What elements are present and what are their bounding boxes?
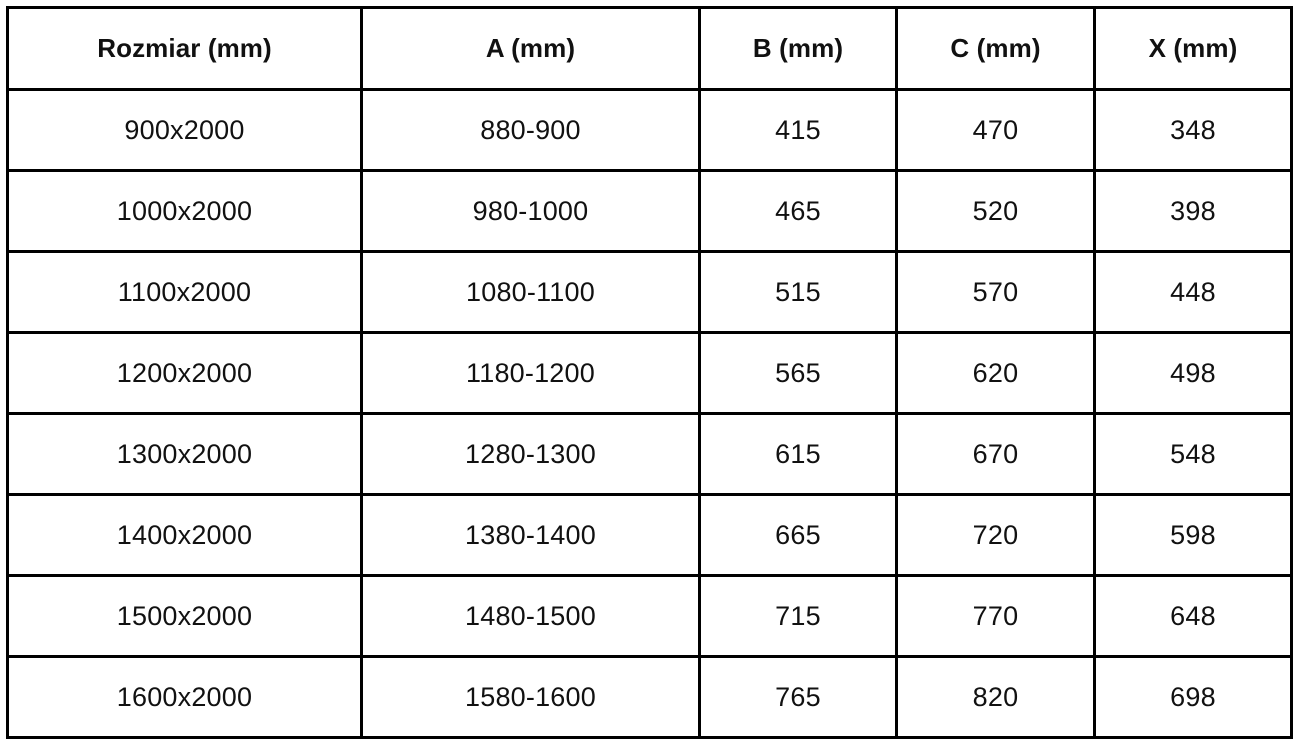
cell-x: 648 (1093, 574, 1293, 658)
table-row: 1500x2000 1480-1500 715 770 648 (6, 574, 1293, 658)
cell-a: 1280-1300 (360, 412, 701, 496)
table-row: 1400x2000 1380-1400 665 720 598 (6, 493, 1293, 577)
cell-size: 1100x2000 (6, 250, 363, 334)
cell-b: 465 (698, 169, 898, 253)
cell-a: 1580-1600 (360, 655, 701, 739)
size-specification-table: Rozmiar (mm) A (mm) B (mm) C (mm) X (mm)… (6, 6, 1293, 739)
cell-b: 565 (698, 331, 898, 415)
column-header-c: C (mm) (895, 6, 1096, 91)
cell-c: 520 (895, 169, 1096, 253)
cell-size: 900x2000 (6, 88, 363, 172)
cell-b: 515 (698, 250, 898, 334)
cell-a: 1380-1400 (360, 493, 701, 577)
cell-size: 1000x2000 (6, 169, 363, 253)
cell-size: 1200x2000 (6, 331, 363, 415)
cell-a: 1480-1500 (360, 574, 701, 658)
table-row: 1200x2000 1180-1200 565 620 498 (6, 331, 1293, 415)
cell-x: 698 (1093, 655, 1293, 739)
cell-x: 348 (1093, 88, 1293, 172)
table-row: 1600x2000 1580-1600 765 820 698 (6, 655, 1293, 739)
cell-x: 498 (1093, 331, 1293, 415)
column-header-size: Rozmiar (mm) (6, 6, 363, 91)
cell-a: 980-1000 (360, 169, 701, 253)
cell-b: 665 (698, 493, 898, 577)
table-body: 900x2000 880-900 415 470 348 1000x2000 9… (6, 88, 1293, 739)
table-row: 1100x2000 1080-1100 515 570 448 (6, 250, 1293, 334)
table-row: 1300x2000 1280-1300 615 670 548 (6, 412, 1293, 496)
column-header-x: X (mm) (1093, 6, 1293, 91)
table-row: 1000x2000 980-1000 465 520 398 (6, 169, 1293, 253)
cell-x: 548 (1093, 412, 1293, 496)
cell-c: 620 (895, 331, 1096, 415)
cell-b: 765 (698, 655, 898, 739)
cell-size: 1500x2000 (6, 574, 363, 658)
cell-x: 398 (1093, 169, 1293, 253)
cell-x: 448 (1093, 250, 1293, 334)
cell-a: 880-900 (360, 88, 701, 172)
cell-size: 1600x2000 (6, 655, 363, 739)
column-header-a: A (mm) (360, 6, 701, 91)
table-header-row: Rozmiar (mm) A (mm) B (mm) C (mm) X (mm) (6, 6, 1293, 91)
cell-b: 615 (698, 412, 898, 496)
size-table-sheet: Rozmiar (mm) A (mm) B (mm) C (mm) X (mm)… (6, 6, 1293, 739)
table-row: 900x2000 880-900 415 470 348 (6, 88, 1293, 172)
cell-c: 570 (895, 250, 1096, 334)
cell-c: 820 (895, 655, 1096, 739)
cell-x: 598 (1093, 493, 1293, 577)
cell-c: 720 (895, 493, 1096, 577)
table-header: Rozmiar (mm) A (mm) B (mm) C (mm) X (mm) (6, 6, 1293, 91)
cell-size: 1300x2000 (6, 412, 363, 496)
cell-c: 470 (895, 88, 1096, 172)
cell-b: 415 (698, 88, 898, 172)
column-header-b: B (mm) (698, 6, 898, 91)
cell-c: 670 (895, 412, 1096, 496)
cell-c: 770 (895, 574, 1096, 658)
cell-b: 715 (698, 574, 898, 658)
cell-size: 1400x2000 (6, 493, 363, 577)
cell-a: 1080-1100 (360, 250, 701, 334)
cell-a: 1180-1200 (360, 331, 701, 415)
